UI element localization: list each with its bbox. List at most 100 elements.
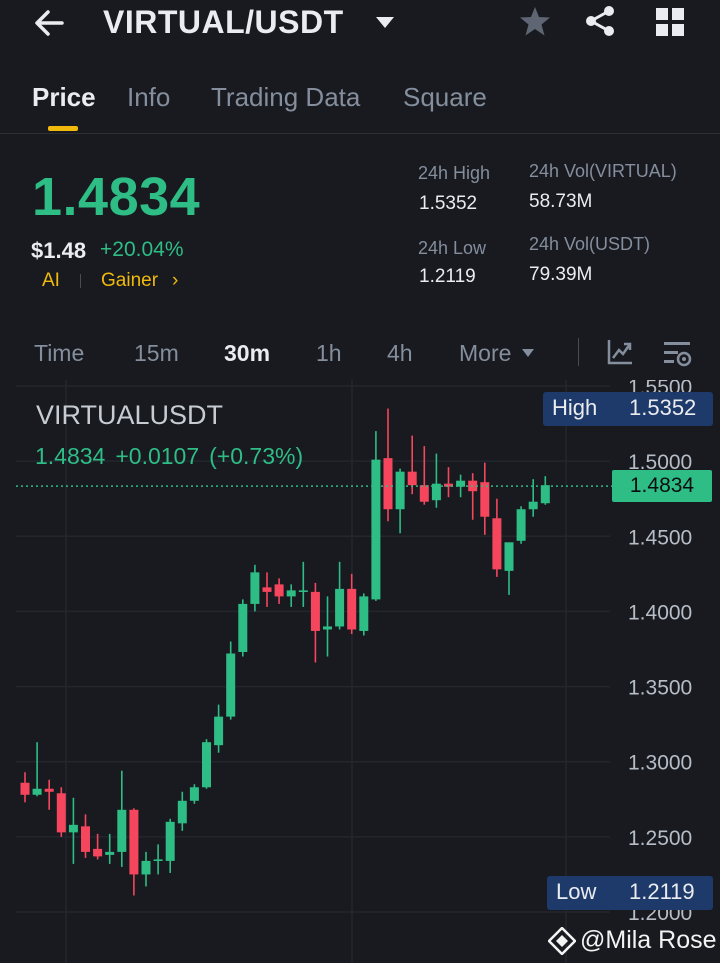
candle-body xyxy=(395,471,405,510)
stat-24h-vol-quote-label: 24h Vol(USDT) xyxy=(529,234,651,254)
candle-body xyxy=(141,860,151,875)
candle-body xyxy=(419,485,429,502)
candle-body xyxy=(105,851,115,855)
y-axis-tick-label: 1.4500 xyxy=(628,526,692,549)
candle-body xyxy=(528,501,538,510)
tag-ai[interactable]: AI xyxy=(42,270,60,291)
candle-body xyxy=(480,482,490,517)
stat-24h-vol-quote-value: 79.39M xyxy=(529,264,593,285)
candle-body xyxy=(456,480,466,487)
candle-body xyxy=(81,826,90,852)
interval-divider xyxy=(578,338,579,366)
candle-body xyxy=(335,588,345,627)
chart-low-label: Low 1.2119 xyxy=(547,876,713,910)
candle-body xyxy=(238,603,248,653)
chart-change: +0.0107 xyxy=(115,443,200,469)
chart-high-label: High 1.5352 xyxy=(543,392,713,426)
candle-body xyxy=(32,788,42,795)
stat-24h-vol-base-label: 24h Vol(VIRTUAL) xyxy=(529,161,677,181)
candle-body xyxy=(371,459,381,600)
y-axis-tick-label: 1.5000 xyxy=(628,451,692,474)
candle-body xyxy=(347,588,357,630)
candle-body xyxy=(56,793,66,833)
candle-body xyxy=(189,787,199,801)
tab-info[interactable]: Info xyxy=(127,82,171,112)
chart-low-text: Low xyxy=(556,879,597,904)
indicator-icon[interactable] xyxy=(606,338,634,366)
candle-body xyxy=(516,509,526,541)
candle-body xyxy=(504,542,514,571)
interval-bar: Time 15m 30m 1h 4h More xyxy=(0,330,720,380)
stat-24h-high-value: 1.5352 xyxy=(419,193,478,214)
chart-high-text: High xyxy=(552,395,598,420)
chart-change-percent: (+0.73%) xyxy=(209,443,304,469)
y-axis-tick-label: 1.4000 xyxy=(628,601,692,624)
chart-canvas[interactable]: 1.55001.50001.45001.40001.35001.30001.25… xyxy=(0,380,720,963)
active-tab-indicator xyxy=(48,126,78,131)
tab-price[interactable]: Price xyxy=(32,82,96,112)
interval-30m[interactable]: 30m xyxy=(224,340,271,366)
candle-body xyxy=(431,483,441,501)
candle-body xyxy=(214,716,224,746)
candle-body xyxy=(250,572,260,604)
chart-last-price: 1.4834 xyxy=(35,443,106,469)
candle-body xyxy=(153,859,163,861)
candle-body xyxy=(359,596,369,631)
interval-time[interactable]: Time xyxy=(34,340,85,366)
candle-body xyxy=(226,653,236,717)
tab-square[interactable]: Square xyxy=(403,82,487,112)
chart-high-value: 1.5352 xyxy=(629,395,697,420)
chevron-right-icon[interactable]: › xyxy=(172,270,179,291)
pair-title[interactable]: VIRTUAL/USDT xyxy=(103,4,344,40)
candlestick-chart[interactable]: 1.5500 1.5000 1.4500 1.4000 1.3500 1.3000 1.25… xyxy=(0,380,720,963)
watermark-text: @Mila Rose xyxy=(580,926,717,954)
candle-body xyxy=(444,483,453,487)
chart-settings-icon[interactable] xyxy=(662,338,692,368)
more-caret-icon[interactable] xyxy=(522,349,534,357)
interval-1h[interactable]: 1h xyxy=(316,340,342,366)
stat-24h-low-value: 1.2119 xyxy=(419,266,476,287)
tag-gainer[interactable]: Gainer xyxy=(101,270,159,291)
tag-divider xyxy=(80,274,81,288)
last-price: 1.4834 xyxy=(32,167,201,227)
usd-price: $1.48 xyxy=(31,238,87,263)
candle-body xyxy=(262,587,272,592)
interval-15m[interactable]: 15m xyxy=(134,340,179,366)
current-price-tag: 1.4834 xyxy=(612,470,712,503)
tab-bar: Price Info Trading Data Square xyxy=(0,70,720,134)
stat-24h-high-label: 24h High xyxy=(418,163,491,183)
candle-body xyxy=(492,518,502,570)
interval-more[interactable]: More xyxy=(459,340,512,366)
stat-24h-low-label: 24h Low xyxy=(418,238,487,258)
stat-24h-vol-base-value: 58.73M xyxy=(529,191,593,212)
y-axis-tick-label: 1.3500 xyxy=(628,677,692,700)
tab-trading-data[interactable]: Trading Data xyxy=(211,82,361,112)
y-axis-tick-label: 1.2500 xyxy=(628,827,692,850)
candle-body xyxy=(298,590,308,592)
candle-body xyxy=(323,626,332,630)
candle-body xyxy=(383,458,393,510)
candle-body xyxy=(274,584,284,597)
chart-low-value: 1.2119 xyxy=(629,879,695,904)
dropdown-caret-icon[interactable] xyxy=(374,14,396,30)
grid-menu-icon[interactable] xyxy=(654,6,686,38)
candle-body xyxy=(540,485,550,504)
price-change-percent: +20.04% xyxy=(100,238,184,261)
share-icon[interactable] xyxy=(584,4,616,38)
candle-body xyxy=(202,742,211,788)
candle-body xyxy=(286,590,296,597)
y-axis-tick-label: 1.3000 xyxy=(628,752,692,775)
star-icon[interactable] xyxy=(518,4,552,38)
candle-body xyxy=(129,809,139,875)
candle-body xyxy=(165,821,175,861)
candle-body xyxy=(93,848,103,857)
back-arrow-icon[interactable] xyxy=(30,6,70,40)
candle-body xyxy=(310,591,320,631)
candle-body xyxy=(177,800,187,824)
candle-body xyxy=(20,782,30,795)
interval-4h[interactable]: 4h xyxy=(387,340,413,366)
top-bar: VIRTUAL/USDT xyxy=(0,0,720,46)
binance-diamond-icon xyxy=(548,927,576,955)
chart-price-summary: 1.4834 +0.0107 (+0.73%) xyxy=(35,443,313,470)
candle-body xyxy=(407,471,417,486)
